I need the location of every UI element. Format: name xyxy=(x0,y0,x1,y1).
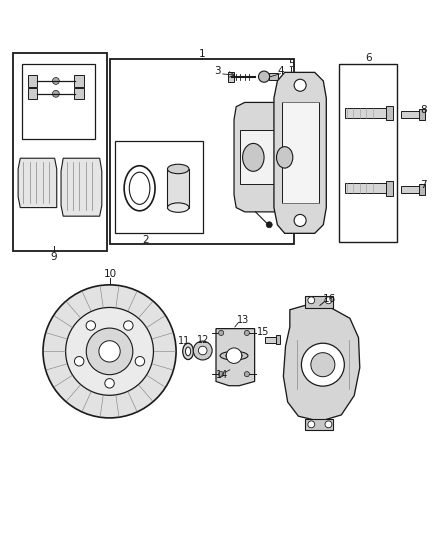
Circle shape xyxy=(43,285,176,418)
Circle shape xyxy=(244,372,250,377)
Bar xyxy=(115,141,203,233)
Ellipse shape xyxy=(183,343,194,360)
Circle shape xyxy=(219,372,224,377)
Circle shape xyxy=(301,343,344,386)
Circle shape xyxy=(99,341,120,362)
Polygon shape xyxy=(18,158,57,207)
Text: 5: 5 xyxy=(288,59,294,69)
Bar xyxy=(296,114,311,121)
Bar xyxy=(345,108,389,118)
Circle shape xyxy=(294,79,306,91)
Circle shape xyxy=(105,378,114,388)
Bar xyxy=(276,335,280,344)
Bar xyxy=(296,191,311,198)
Bar xyxy=(339,64,397,242)
Text: 2: 2 xyxy=(143,235,149,245)
Bar xyxy=(419,184,425,195)
Ellipse shape xyxy=(167,203,189,212)
Ellipse shape xyxy=(220,351,248,360)
Bar xyxy=(265,337,277,343)
Ellipse shape xyxy=(226,353,242,359)
Bar xyxy=(13,53,107,251)
Polygon shape xyxy=(282,102,318,203)
Text: 3: 3 xyxy=(214,66,221,76)
Circle shape xyxy=(86,328,133,375)
Circle shape xyxy=(325,297,332,304)
Polygon shape xyxy=(274,72,326,233)
Ellipse shape xyxy=(186,347,191,356)
Bar xyxy=(28,75,37,86)
Circle shape xyxy=(74,357,84,366)
Bar xyxy=(345,183,389,193)
Bar xyxy=(419,109,425,120)
Polygon shape xyxy=(216,329,254,386)
Text: 10: 10 xyxy=(104,269,117,279)
Polygon shape xyxy=(61,158,102,216)
Text: 1: 1 xyxy=(198,49,205,59)
Bar xyxy=(386,106,393,120)
Text: 4: 4 xyxy=(277,66,284,76)
Ellipse shape xyxy=(243,143,264,171)
Circle shape xyxy=(294,214,306,227)
Polygon shape xyxy=(305,419,333,430)
Circle shape xyxy=(244,330,250,335)
Text: 11: 11 xyxy=(178,336,190,345)
Text: 16: 16 xyxy=(323,294,336,304)
Circle shape xyxy=(308,297,315,304)
Text: 7: 7 xyxy=(420,180,427,190)
Bar xyxy=(167,169,189,207)
Circle shape xyxy=(226,348,242,364)
Circle shape xyxy=(53,77,59,84)
Bar xyxy=(269,73,278,80)
Bar xyxy=(74,75,84,86)
Text: 8: 8 xyxy=(420,104,427,115)
Text: 14: 14 xyxy=(216,370,229,380)
Ellipse shape xyxy=(276,147,293,168)
Circle shape xyxy=(308,421,315,428)
Bar xyxy=(74,88,84,100)
Bar xyxy=(110,60,294,244)
Circle shape xyxy=(193,341,212,360)
Bar xyxy=(228,71,233,82)
Bar xyxy=(401,186,421,193)
Circle shape xyxy=(198,346,207,355)
Circle shape xyxy=(53,91,59,97)
Bar xyxy=(21,64,95,139)
Polygon shape xyxy=(283,305,360,422)
Circle shape xyxy=(325,421,332,428)
Circle shape xyxy=(266,222,272,228)
Text: 13: 13 xyxy=(237,315,249,325)
Circle shape xyxy=(66,308,153,395)
Polygon shape xyxy=(234,102,309,212)
Circle shape xyxy=(258,71,270,82)
Circle shape xyxy=(135,357,145,366)
Circle shape xyxy=(219,330,224,335)
Circle shape xyxy=(86,321,95,330)
Bar xyxy=(28,88,37,100)
Bar xyxy=(401,111,421,118)
Text: 15: 15 xyxy=(257,327,269,337)
Text: 12: 12 xyxy=(197,335,209,345)
Text: 6: 6 xyxy=(365,53,372,63)
Circle shape xyxy=(311,353,335,377)
Polygon shape xyxy=(240,131,277,184)
Text: 9: 9 xyxy=(50,252,57,262)
Ellipse shape xyxy=(167,164,189,174)
Polygon shape xyxy=(305,296,333,308)
Bar xyxy=(386,181,393,196)
Circle shape xyxy=(124,321,133,330)
